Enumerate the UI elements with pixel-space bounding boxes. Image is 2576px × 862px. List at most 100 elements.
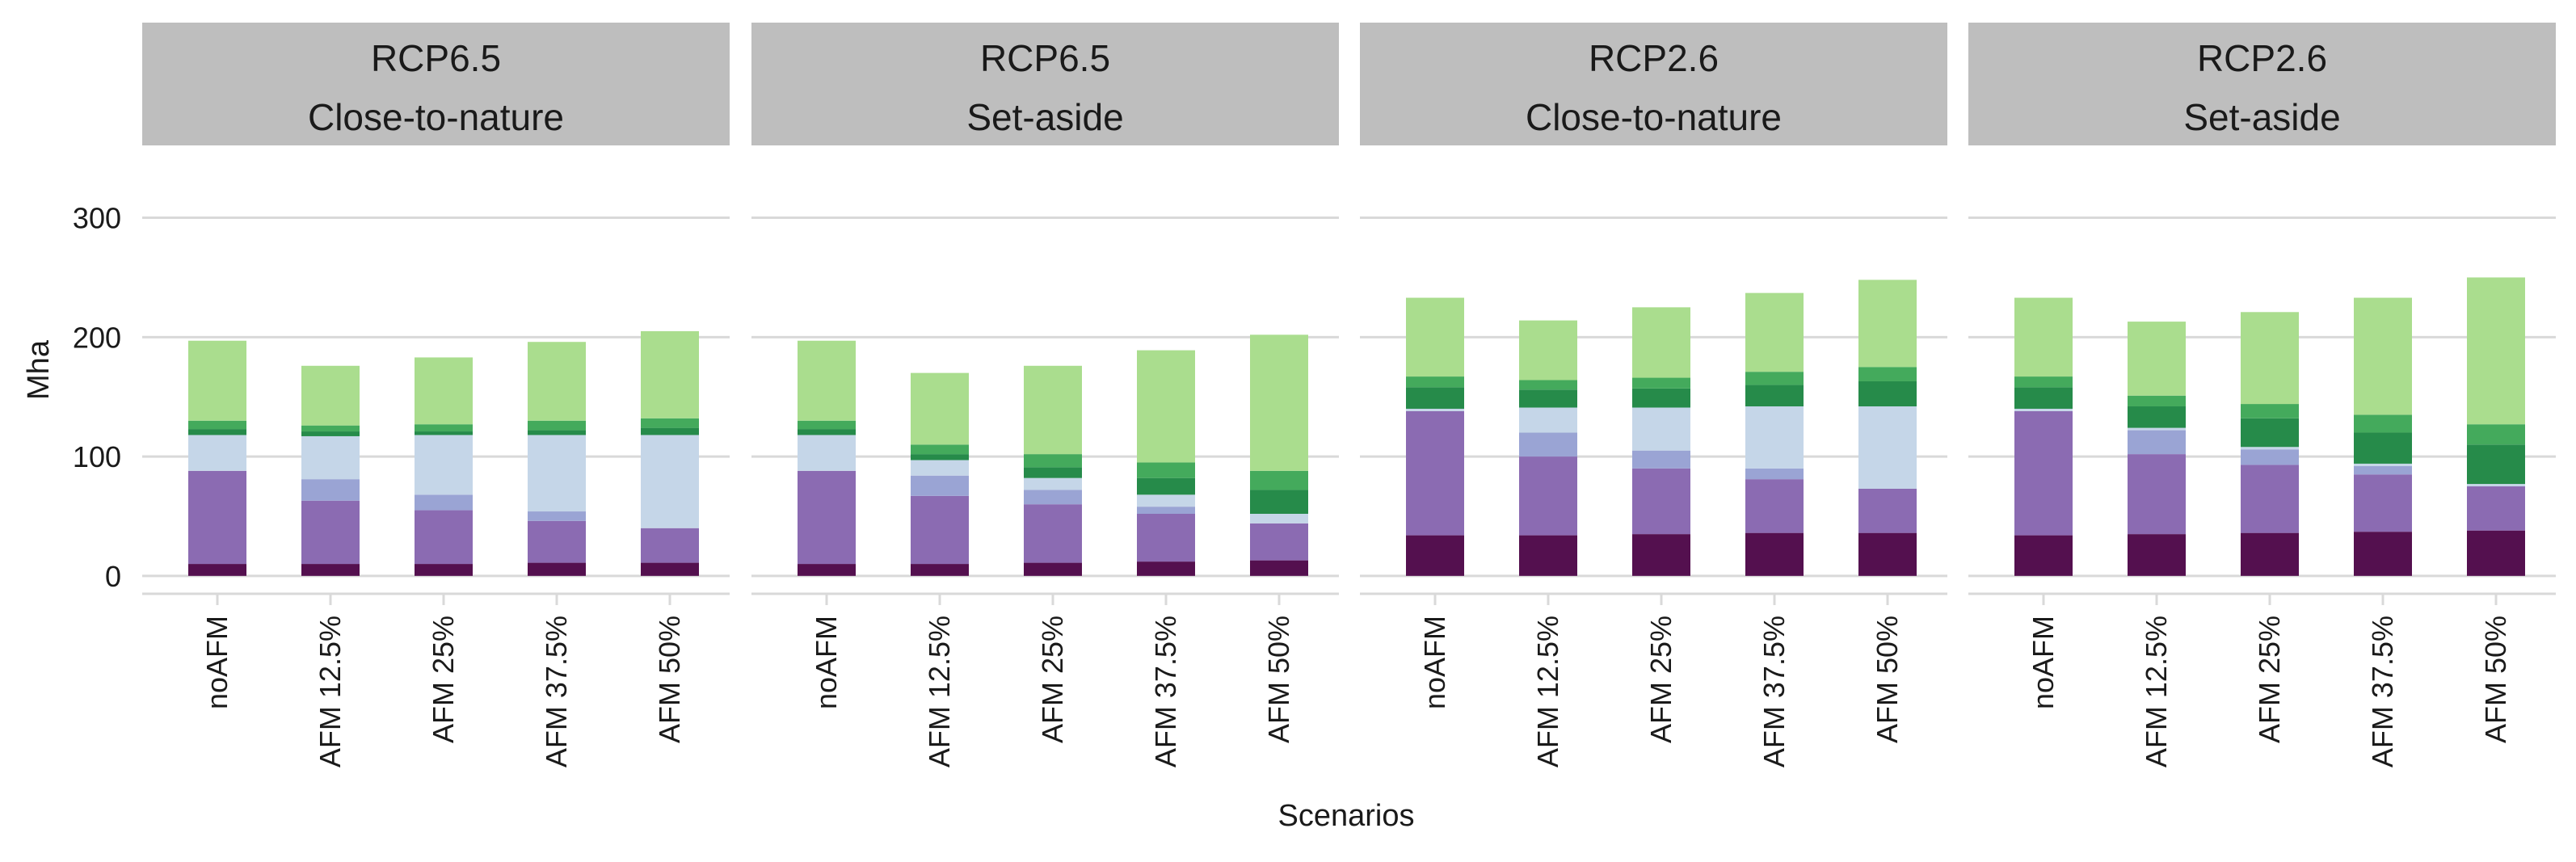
bar-segment <box>1406 410 1464 536</box>
x-tick-label: noAFM <box>810 616 843 709</box>
bar-segment <box>2128 427 2186 431</box>
bar-segment <box>1858 367 1917 381</box>
strip-label: RCP6.5 <box>980 37 1110 79</box>
bar-segment <box>415 510 473 565</box>
bar-segment <box>301 431 360 436</box>
bar-segment <box>1406 387 1464 409</box>
bar-segment <box>1858 280 1917 368</box>
bar-segment <box>911 460 969 476</box>
bar-segment <box>1858 406 1917 489</box>
bar-segment <box>528 435 586 512</box>
bar-segment <box>415 424 473 432</box>
bar-segment <box>911 495 969 565</box>
bar-segment <box>911 475 969 496</box>
bar-segment <box>1632 534 1690 576</box>
x-tick-label: AFM 12.5% <box>1531 616 1564 767</box>
bar-segment <box>1632 377 1690 389</box>
y-tick-label: 0 <box>105 560 121 593</box>
bar-segment <box>2467 530 2525 576</box>
bar-segment <box>1406 297 1464 377</box>
x-tick-label: AFM 50% <box>1262 616 1295 743</box>
bar-segment <box>188 470 246 565</box>
strip-label: Set-aside <box>966 96 1123 138</box>
bar-segment <box>2467 444 2525 485</box>
bar-segment <box>1519 389 1577 408</box>
bar-segment <box>798 429 856 435</box>
bar-segment <box>2128 430 2186 455</box>
bar-segment <box>2128 322 2186 396</box>
bar-segment <box>798 435 856 471</box>
bar-segment <box>1632 407 1690 451</box>
bar-segment <box>1745 479 1804 533</box>
bar-segment <box>1024 490 1082 505</box>
y-axis-title: Mha <box>22 339 56 400</box>
x-tick-label: AFM 37.5% <box>2366 616 2399 767</box>
bar-segment <box>528 420 586 431</box>
bar-segment <box>1137 561 1195 576</box>
x-tick-label: AFM 37.5% <box>1149 616 1182 767</box>
bar-segment <box>2354 474 2412 532</box>
bar-segment <box>1519 432 1577 457</box>
panel-2: RCP6.5 Set-aside noAFM AFM 12.5% AFM 25% AFM … <box>751 23 1339 767</box>
bar-segment <box>1137 350 1195 463</box>
bar-segment <box>415 435 473 495</box>
bar-segment <box>1632 468 1690 535</box>
x-tick-label: AFM 25% <box>427 616 460 743</box>
strip-label: RCP2.6 <box>2197 37 2327 79</box>
bar-segment <box>1745 406 1804 469</box>
x-tick-label: AFM 50% <box>653 616 686 743</box>
bar-segment <box>301 479 360 501</box>
bar-segment <box>2014 535 2073 576</box>
bar-segment <box>1519 320 1577 381</box>
bar-segment <box>301 564 360 576</box>
bar-segment <box>1406 535 1464 576</box>
bar-segment <box>1024 504 1082 563</box>
bar-segment <box>1858 532 1917 576</box>
x-tick-label: AFM 12.5% <box>923 616 956 767</box>
bar-segment <box>641 427 699 435</box>
x-tick-label: AFM 37.5% <box>540 616 573 767</box>
x-tick-label: noAFM <box>200 616 234 709</box>
bar-segment <box>2014 387 2073 409</box>
bar-segment <box>1745 532 1804 576</box>
bar-segment <box>528 562 586 576</box>
bar-segment <box>1519 456 1577 536</box>
strip-background <box>1968 23 2556 145</box>
bar-segment <box>1137 477 1195 495</box>
bar-segment <box>1137 507 1195 514</box>
bar-segment <box>911 372 969 445</box>
y-tick-label: 300 <box>73 202 121 235</box>
bar-segment <box>2467 277 2525 425</box>
bar-segment <box>2128 395 2186 407</box>
x-tick-label: noAFM <box>1418 616 1451 709</box>
bar-segment <box>2354 463 2412 466</box>
bar-segment <box>2354 465 2412 475</box>
bar-segment <box>641 562 699 576</box>
x-tick-label: AFM 25% <box>2253 616 2286 743</box>
strip-label: Close-to-nature <box>1526 96 1782 138</box>
bar-segment <box>415 431 473 435</box>
bar-segment <box>1745 468 1804 480</box>
bar-segment <box>1250 470 1308 490</box>
strip-label: RCP2.6 <box>1589 37 1719 79</box>
y-tick-label: 100 <box>73 440 121 473</box>
bar-segment <box>2128 534 2186 576</box>
bar-segment <box>911 564 969 576</box>
x-axis-title: Scenarios <box>1278 799 1415 833</box>
bar-segment <box>1250 560 1308 576</box>
x-tick-label: AFM 25% <box>1644 616 1677 743</box>
bar-segment <box>798 470 856 565</box>
bar-segment <box>2128 406 2186 428</box>
strip-background <box>142 23 730 145</box>
bar-segment <box>1745 385 1804 407</box>
x-tick-label: AFM 50% <box>1871 616 1904 743</box>
bar-segment <box>1137 494 1195 507</box>
bar-segment <box>2241 447 2299 450</box>
bar-segment <box>188 564 246 576</box>
strip-background <box>751 23 1339 145</box>
bar-segment <box>1024 467 1082 478</box>
bar-segment <box>1632 307 1690 378</box>
bar-segment <box>798 564 856 576</box>
bar-segment <box>1519 535 1577 576</box>
bar-segment <box>2354 414 2412 433</box>
